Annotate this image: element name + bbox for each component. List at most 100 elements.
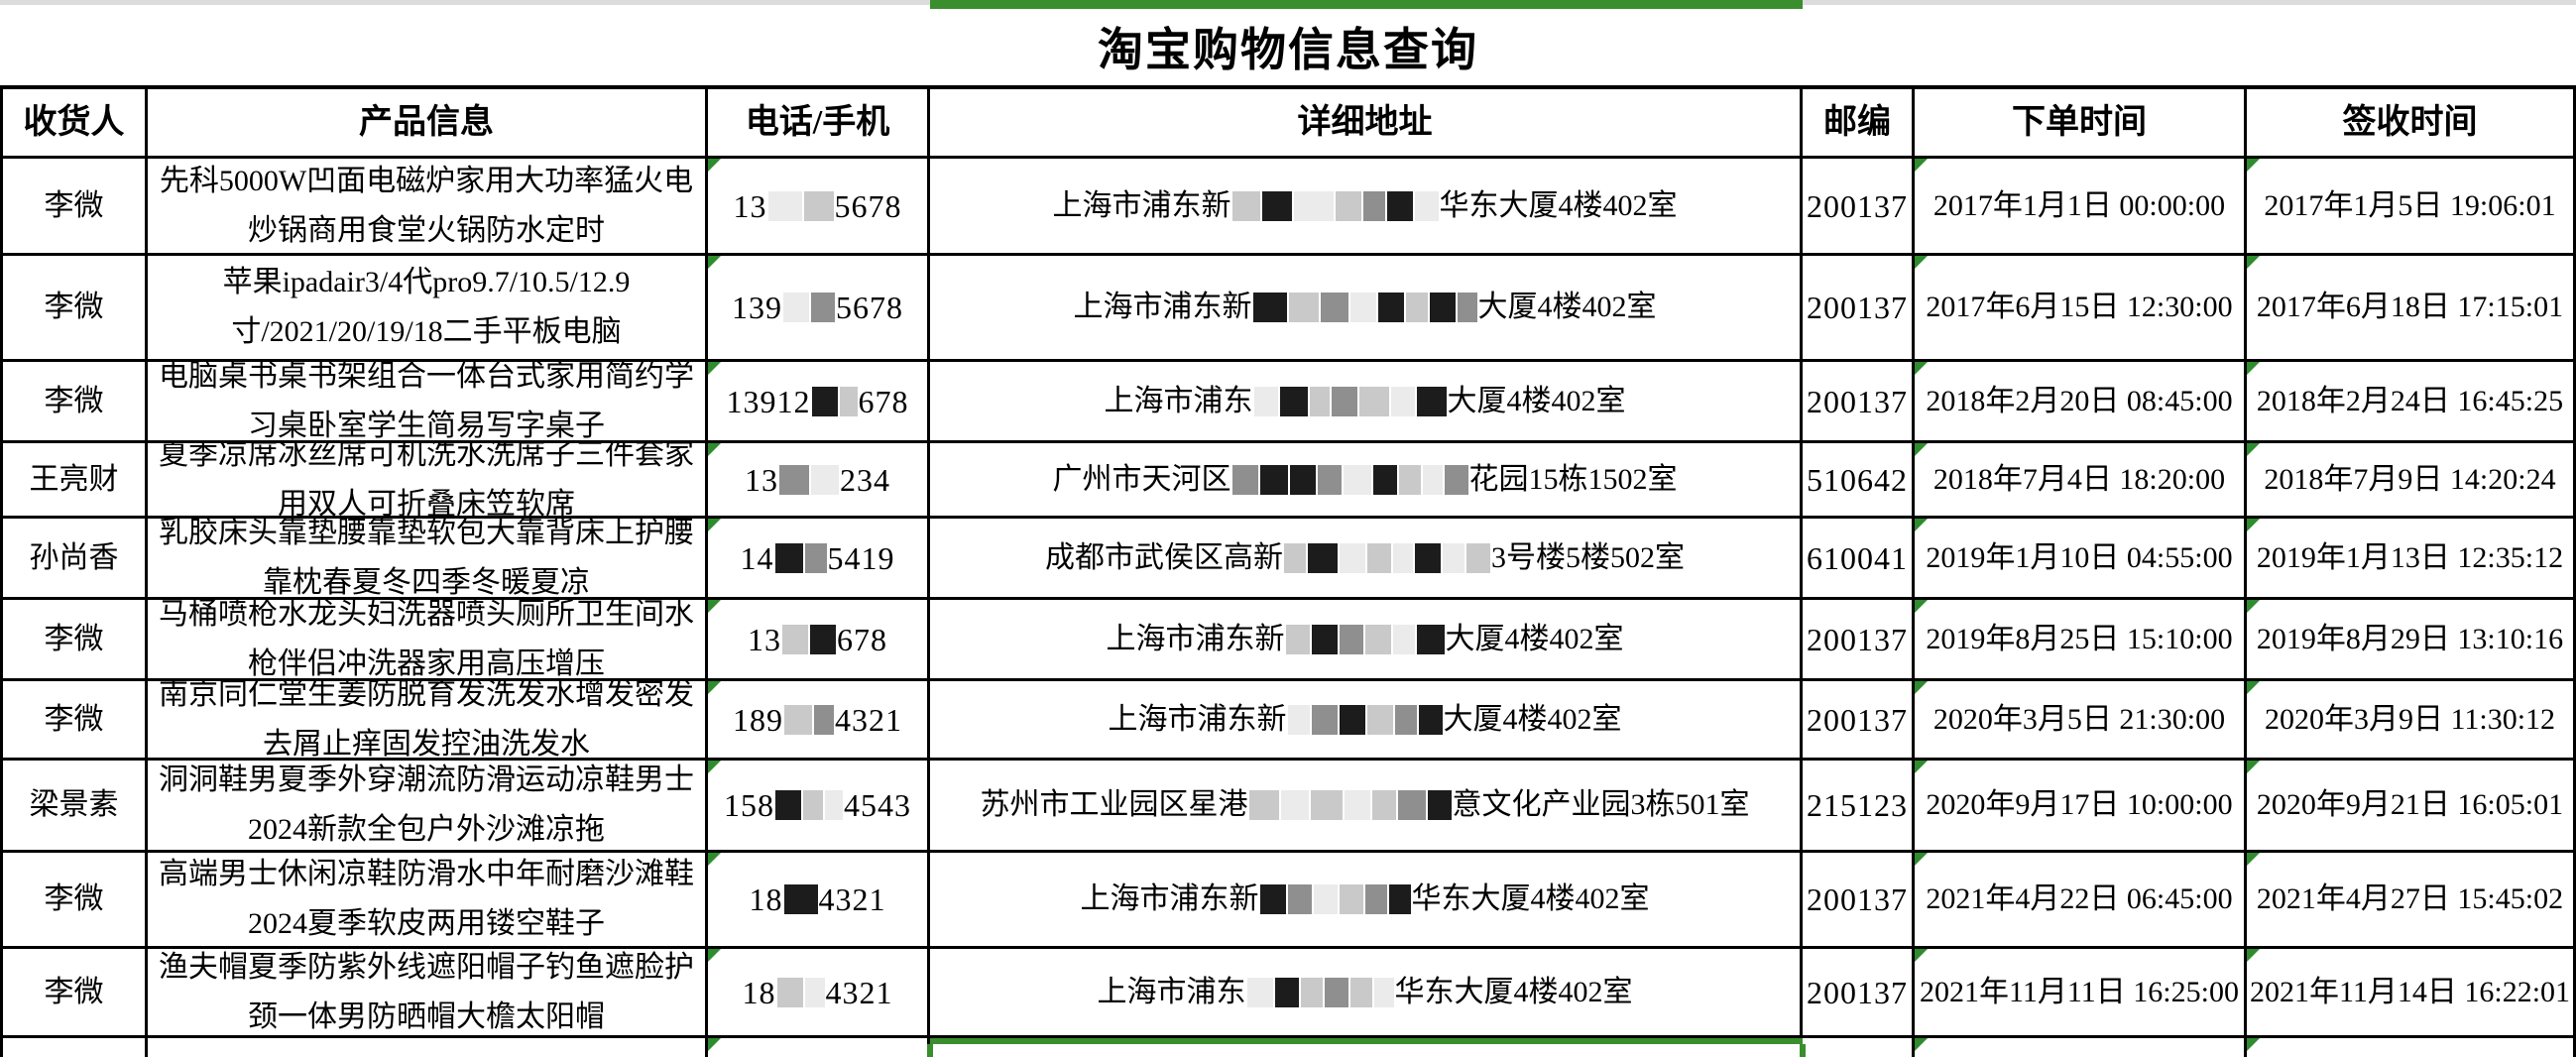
redaction-box [1364, 624, 1391, 654]
cell-sign_time[interactable]: 2017年6月18日 17:15:01 [2247, 256, 2576, 359]
cell-sign_time[interactable] [2247, 1038, 2576, 1057]
cell-recipient[interactable]: 李微 [3, 600, 148, 678]
cell-phone[interactable]: 158 4543 [708, 761, 930, 850]
cell-recipient[interactable]: 李微 [3, 949, 148, 1035]
redaction-box [1393, 542, 1413, 573]
cell-postcode[interactable]: 200137 [1803, 949, 1915, 1035]
cell-postcode[interactable]: 610041 [1803, 519, 1915, 597]
cell-sign_time[interactable]: 2017年1月5日 19:06:01 [2247, 159, 2576, 253]
redaction-box [1364, 884, 1387, 914]
cell-postcode[interactable]: 200137 [1803, 159, 1915, 253]
cell-sign_time[interactable]: 2020年9月21日 16:05:01 [2247, 761, 2576, 850]
recipient-value: 李微 [44, 384, 104, 417]
cell-recipient[interactable]: 李微 [3, 256, 148, 359]
column-header-recipient[interactable]: 收货人 [3, 89, 148, 156]
cell-address[interactable]: 成都市武侯区高新 3号楼5楼502室 [930, 519, 1803, 597]
column-header-postcode[interactable]: 邮编 [1803, 89, 1915, 156]
visible-text-prefix: 上海市浦东 [1104, 384, 1253, 417]
column-header-address[interactable]: 详细地址 [930, 89, 1803, 156]
cell-address[interactable]: 苏州市工业园区星港 意文化产业园3栋501室 [930, 761, 1803, 850]
column-header-order_time[interactable]: 下单时间 [1915, 89, 2247, 156]
cell-recipient[interactable] [3, 1038, 148, 1057]
cell-recipient[interactable]: 梁景素 [3, 761, 148, 850]
cell-phone[interactable]: 13 234 [708, 443, 930, 516]
cell-address[interactable]: 上海市浦东 大厦4楼402室 [930, 362, 1803, 440]
cell-address[interactable]: 上海市浦东新 华东大厦4楼402室 [930, 853, 1803, 946]
cell-product[interactable]: 马桶喷枪水龙头妇洗器喷头厕所卫生间水枪伴侣冲洗器家用高压增压 [148, 600, 708, 678]
redaction-box [1416, 624, 1445, 654]
redaction-box [814, 704, 834, 735]
cell-postcode[interactable]: 200137 [1803, 362, 1915, 440]
cell-recipient[interactable]: 李微 [3, 681, 148, 758]
cell-product[interactable]: 夏季凉席冰丝席可机洗水洗席子三件套家用双人可折叠床笠软席 [148, 443, 708, 516]
visible-text-prefix: 成都市武侯区高新 [1045, 540, 1283, 574]
redaction-box [839, 386, 858, 416]
cell-sign_time[interactable]: 2018年2月24日 16:45:25 [2247, 362, 2576, 440]
cell-sign_time[interactable]: 2018年7月9日 14:20:24 [2247, 443, 2576, 516]
cell-phone[interactable]: 14 5419 [708, 519, 930, 597]
cell-product[interactable] [148, 1038, 708, 1057]
cell-product[interactable]: 电脑桌书桌书架组合一体台式家用简约学习桌卧室学生简易写字桌子 [148, 362, 708, 440]
cell-product[interactable]: 苹果ipadair3/4代pro9.7/10.5/12.9寸/2021/20/1… [148, 256, 708, 359]
cell-postcode[interactable]: 200137 [1803, 600, 1915, 678]
visible-text-prefix: 13 [745, 461, 778, 498]
column-header-product[interactable]: 产品信息 [148, 89, 708, 156]
cell-postcode[interactable]: 510642 [1803, 443, 1915, 516]
cell-order_time[interactable]: 2021年4月22日 06:45:00 [1915, 853, 2247, 946]
cell-postcode[interactable]: 200137 [1803, 853, 1915, 946]
redaction-box [804, 542, 827, 573]
cell-phone[interactable]: 13 5678 [708, 159, 930, 253]
cell-phone[interactable]: 18 4321 [708, 949, 930, 1035]
cell-order_time[interactable]: 2021年11月11日 16:25:00 [1915, 949, 2247, 1035]
cell-sign_time[interactable]: 2019年8月29日 13:10:16 [2247, 600, 2576, 678]
cell-product[interactable]: 先科5000W凹面电磁炉家用大功率猛火电炒锅商用食堂火锅防水定时 [148, 159, 708, 253]
cell-phone[interactable]: 13 678 [708, 600, 930, 678]
cell-flag-triangle-icon [2247, 256, 2260, 269]
cell-phone[interactable]: 13912 678 [708, 362, 930, 440]
cell-sign_time[interactable]: 2020年3月9日 11:30:12 [2247, 681, 2576, 758]
cell-phone[interactable]: 18 4321 [708, 853, 930, 946]
cell-address[interactable]: 上海市浦东新 大厦4楼402室 [930, 600, 1803, 678]
cell-order_time[interactable]: 2020年3月5日 21:30:00 [1915, 681, 2247, 758]
cell-order_time[interactable] [1915, 1038, 2247, 1057]
cell-order_time[interactable]: 2017年1月1日 00:00:00 [1915, 159, 2247, 253]
cell-phone[interactable]: 189 4321 [708, 681, 930, 758]
cell-order_time[interactable]: 2017年6月15日 12:30:00 [1915, 256, 2247, 359]
redaction-box [776, 977, 803, 1007]
cell-order_time[interactable]: 2020年9月17日 10:00:00 [1915, 761, 2247, 850]
cell-phone[interactable]: 139 5678 [708, 256, 930, 359]
cell-order_time[interactable]: 2019年1月10日 04:55:00 [1915, 519, 2247, 597]
cell-product[interactable]: 乳胶床头靠垫腰靠垫软包大靠背床上护腰靠枕春夏冬四季冬暖夏凉 [148, 519, 708, 597]
cell-address[interactable]: 上海市浦东新 华东大厦4楼402室 [930, 159, 1803, 253]
cell-order_time[interactable]: 2019年8月25日 15:10:00 [1915, 600, 2247, 678]
cell-order_time[interactable]: 2018年7月4日 18:20:00 [1915, 443, 2247, 516]
cell-postcode[interactable]: 200137 [1803, 681, 1915, 758]
cell-address[interactable]: 上海市浦东新 大厦4楼402室 [930, 256, 1803, 359]
cell-recipient[interactable]: 孙尚香 [3, 519, 148, 597]
cell-product[interactable]: 渔夫帽夏季防紫外线遮阳帽子钓鱼遮脸护颈一体男防晒帽大檐太阳帽 [148, 949, 708, 1035]
cell-recipient[interactable]: 李微 [3, 362, 148, 440]
cell-postcode[interactable]: 215123 [1803, 761, 1915, 850]
cell-recipient[interactable]: 王亮财 [3, 443, 148, 516]
cell-order_time[interactable]: 2018年2月20日 08:45:00 [1915, 362, 2247, 440]
cell-recipient[interactable]: 李微 [3, 159, 148, 253]
cell-recipient[interactable]: 李微 [3, 853, 148, 946]
cell-sign_time[interactable]: 2021年11月14日 16:22:01 [2247, 949, 2576, 1035]
column-header-sign_time[interactable]: 签收时间 [2247, 89, 2576, 156]
cell-product[interactable]: 高端男士休闲凉鞋防滑水中年耐磨沙滩鞋2024夏季软皮两用镂空鞋子 [148, 853, 708, 946]
cell-postcode[interactable]: 200137 [1803, 256, 1915, 359]
postcode-value: 200137 [1807, 290, 1908, 325]
cell-sign_time[interactable]: 2019年1月13日 12:35:12 [2247, 519, 2576, 597]
cell-address[interactable]: 上海市浦东新 大厦4楼402室 [930, 681, 1803, 758]
cell-address[interactable]: 上海市浦东 华东大厦4楼402室 [930, 949, 1803, 1035]
cell-postcode[interactable] [1803, 1038, 1915, 1057]
cell-product[interactable]: 南京同仁堂生姜防脱育发洗发水增发密发去屑止痒固发控油洗发水 [148, 681, 708, 758]
cell-phone[interactable] [708, 1038, 930, 1057]
selection-border-right-stub [1800, 1044, 1806, 1057]
column-header-phone[interactable]: 电话/手机 [708, 89, 930, 156]
product-value: 高端男士休闲凉鞋防滑水中年耐磨沙滩鞋2024夏季软皮两用镂空鞋子 [159, 858, 694, 940]
cell-address[interactable]: 广州市天河区 花园15栋1502室 [930, 443, 1803, 516]
sheet-title[interactable]: 淘宝购物信息查询 [1098, 25, 1478, 75]
cell-product[interactable]: 洞洞鞋男夏季外穿潮流防滑运动凉鞋男士2024新款全包户外沙滩凉拖 [148, 761, 708, 850]
cell-sign_time[interactable]: 2021年4月27日 15:45:02 [2247, 853, 2576, 946]
